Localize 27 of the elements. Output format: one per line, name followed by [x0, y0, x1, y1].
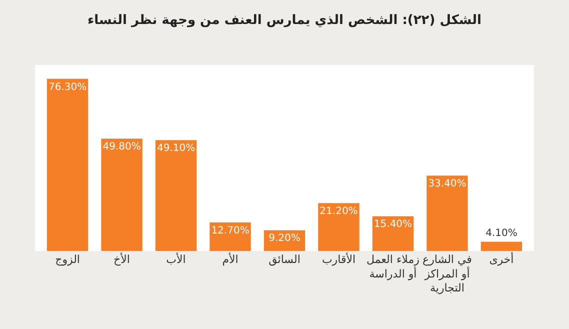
bar	[155, 140, 197, 251]
data-label: 4.10%	[486, 228, 518, 239]
data-label: 49.80%	[102, 142, 141, 153]
x-tick-label: الأقارب	[322, 252, 356, 266]
x-tick-label: السائق	[268, 253, 300, 266]
bar	[372, 216, 414, 251]
chart-title: الشكل (٢٢): الشخص الذي يمارس العنف من وجهة نظر النساء	[88, 12, 482, 28]
x-tick-label: في الشارع أو المراكز التجارية	[422, 253, 472, 295]
x-tick-label: أخرى	[489, 252, 514, 266]
data-label: 12.70%	[211, 225, 250, 236]
bar	[101, 138, 142, 251]
bar	[318, 203, 360, 251]
data-label: 9.20%	[268, 233, 300, 244]
data-label: 21.20%	[320, 206, 358, 218]
x-tick-label: الأب	[166, 252, 186, 266]
x-tick-label: الأم	[222, 252, 238, 266]
bar	[46, 78, 88, 251]
x-tick-label: الأخ	[114, 252, 130, 266]
data-label: 15.40%	[374, 219, 412, 230]
x-tick-label: الزوج	[55, 253, 80, 266]
bar	[426, 176, 468, 251]
bar	[480, 242, 522, 251]
data-label: 33.40%	[428, 178, 466, 190]
x-tick-label: زملاء العمل أو الدراسة	[366, 253, 420, 280]
data-label: 49.10%	[156, 143, 196, 154]
bar	[210, 222, 251, 251]
data-label: 76.30%	[48, 82, 87, 93]
